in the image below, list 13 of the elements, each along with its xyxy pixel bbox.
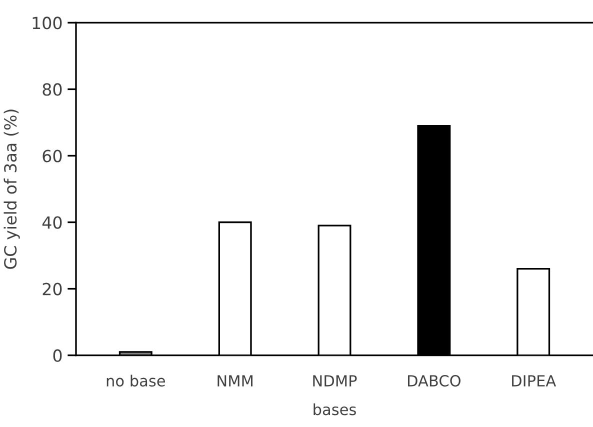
- y-tick-label: 0: [53, 349, 62, 362]
- x-tick-label: no base: [106, 374, 165, 387]
- y-tick-label: 40: [42, 216, 62, 229]
- x-tick-label: DIPEA: [512, 375, 556, 386]
- x-axis-title: bases: [314, 403, 356, 416]
- x-tick-label: NMM: [218, 375, 252, 386]
- x-tick-label: DABCO: [408, 375, 460, 387]
- y-axis-title: GC yield of 3aa (%): [4, 110, 20, 269]
- y-tick-label: 100: [32, 16, 62, 30]
- x-tick-label: NDMP: [313, 375, 357, 386]
- y-tick-label: 60: [42, 150, 62, 162]
- y-tick-label: 20: [42, 282, 62, 296]
- y-tick-label: 80: [42, 83, 62, 96]
